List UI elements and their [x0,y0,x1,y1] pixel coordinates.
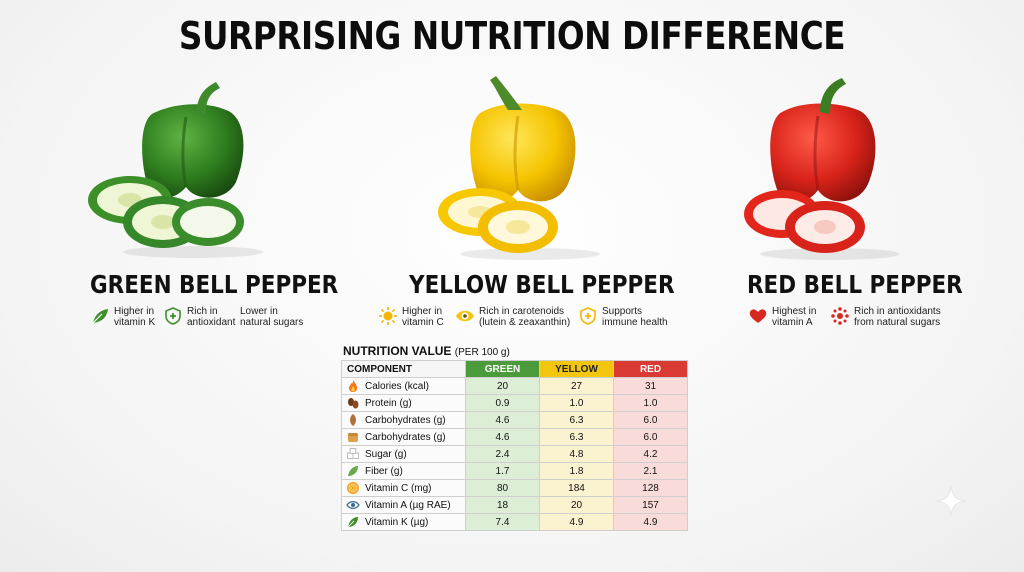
cell-red: 4.9 [613,513,688,531]
cell-yellow: 27 [539,377,614,395]
grain-icon [350,414,356,426]
cell-red: 128 [613,479,688,497]
table-caption-sub: (PER 100 g) [454,347,510,358]
table-row: Calories (kcal) 20 27 31 [341,377,688,395]
green-feature-3: Lower in natural sugars [240,306,303,328]
row-label: Calories (kcal) [365,380,429,392]
green-feature-1: Higher in vitamin K [90,306,155,328]
feature-text: Rich in antioxidants from natural sugars [854,306,941,328]
green-pepper-name: GREEN BELL PEPPER [90,270,339,299]
table-row: Vitamin K (µg) 7.4 4.9 4.9 [341,513,688,531]
yellow-pepper-image [438,76,600,260]
beans-icon [348,398,359,409]
flame-icon [349,380,357,392]
cell-red: 157 [613,496,688,514]
row-label: Vitamin A (µg RAE) [365,499,451,511]
leaf-icon [92,309,108,324]
cell-yellow: 1.0 [539,394,614,412]
red-feature-2: Rich in antioxidants from natural sugars [830,306,941,328]
yellow-pepper-name: YELLOW BELL PEPPER [409,270,675,299]
antioxidant-cluster-icon [831,307,849,325]
table-row: Sugar (g) 2.4 4.8 4.2 [341,445,688,463]
orange-slice-icon [347,482,359,494]
cell-green: 7.4 [465,513,540,531]
feature-text: Supports immune health [602,306,668,328]
row-label: Carbohydrates (g) [365,431,446,443]
header-green: GREEN [465,360,540,378]
shield-plus-icon [580,307,596,325]
page-title: SURPRISING NUTRITION DIFFERENCE [178,14,846,58]
cell-yellow: 20 [539,496,614,514]
cell-red: 31 [613,377,688,395]
row-label: Protein (g) [365,397,412,409]
row-label: Vitamin K (µg) [365,516,429,528]
table-row: Carbohydrates (g) 4.6 6.3 6.0 [341,411,688,429]
row-label: Carbohydrates (g) [365,414,446,426]
sun-icon [379,307,397,325]
sugar-cubes-icon [347,448,359,459]
cell-green: 20 [465,377,540,395]
cell-yellow: 184 [539,479,614,497]
feature-text: Higher in vitamin K [114,306,156,328]
cell-green: 80 [465,479,540,497]
nutrition-table: COMPONENT GREEN YELLOW RED Calories (kca… [341,360,688,531]
red-feature-1: Highest in vitamin A [748,306,816,328]
table-row: Protein (g) 0.9 1.0 1.0 [341,394,688,412]
table-row: Fiber (g) 1.7 1.8 2.1 [341,462,688,480]
eye-icon [456,310,474,322]
yellow-feature-3: Supports immune health [578,306,668,328]
eye-icon [346,501,360,509]
fiber-leaf-icon [348,466,358,476]
red-pepper-name: RED BELL PEPPER [747,270,963,299]
green-feature-2: Rich in antioxidant [163,306,235,328]
cell-yellow: 6.3 [539,411,614,429]
yellow-feature-2: Rich in carotenoids (lutein & zeaxanthin… [455,306,570,328]
cell-yellow: 4.9 [539,513,614,531]
yellow-feature-1: Higher in vitamin C [378,306,444,328]
shield-plus-icon [165,307,181,325]
cell-red: 2.1 [613,462,688,480]
header-yellow: YELLOW [539,360,614,378]
feature-text: Rich in carotenoids (lutein & zeaxanthin… [479,306,571,328]
cell-red: 1.0 [613,394,688,412]
feature-text: Rich in antioxidant [187,306,236,328]
table-row: Vitamin C (mg) 80 184 128 [341,479,688,497]
leaf-icon [347,517,358,528]
feature-text: Lower in natural sugars [240,306,304,328]
header-component: COMPONENT [341,360,466,378]
cell-green: 18 [465,496,540,514]
feature-text: Highest in vitamin A [772,306,817,328]
feature-text: Higher in vitamin C [402,306,444,328]
cell-green: 0.9 [465,394,540,412]
table-header-row: COMPONENT GREEN YELLOW RED [341,360,688,378]
red-pepper-image [744,78,900,260]
cell-red: 4.2 [613,445,688,463]
cell-red: 6.0 [613,411,688,429]
row-label: Fiber (g) [365,465,403,477]
sparkle-icon [935,485,967,517]
cell-green: 1.7 [465,462,540,480]
bread-icon [348,433,358,442]
green-pepper-image [88,82,263,258]
table-caption: NUTRITION VALUE (PER 100 g) [343,344,510,358]
table-caption-title: NUTRITION VALUE [343,344,452,358]
heart-icon [749,309,767,323]
cell-yellow: 6.3 [539,428,614,446]
cell-yellow: 1.8 [539,462,614,480]
cell-green: 2.4 [465,445,540,463]
header-red: RED [613,360,688,378]
cell-green: 4.6 [465,428,540,446]
cell-green: 4.6 [465,411,540,429]
row-label: Sugar (g) [365,448,407,460]
table-row: Vitamin A (µg RAE) 18 20 157 [341,496,688,514]
cell-yellow: 4.8 [539,445,614,463]
row-label: Vitamin C (mg) [365,482,432,494]
table-row: Carbohydrates (g) 4.6 6.3 6.0 [341,428,688,446]
cell-red: 6.0 [613,428,688,446]
